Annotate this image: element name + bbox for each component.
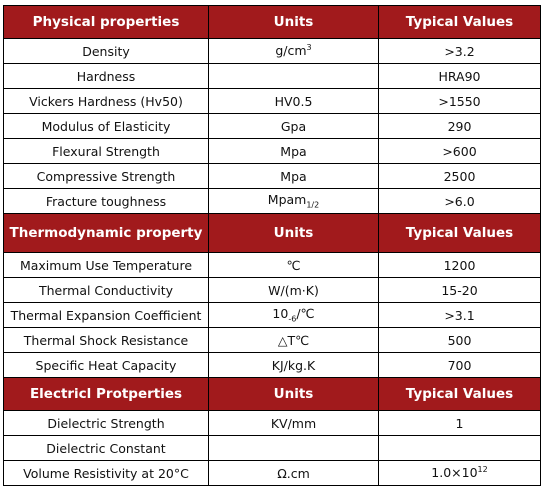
section-header-row: Physical properties Units Typical Values: [3, 5, 541, 39]
header-cell: Units: [208, 377, 379, 411]
cell: >600: [378, 138, 541, 164]
cell: KJ/kg.K: [208, 352, 379, 378]
data-row: Fracture toughness Mpam1/2 >6.0: [3, 188, 541, 214]
data-row: Thermal Shock Resistance △T℃ 500: [3, 327, 541, 353]
header-cell: Physical properties: [3, 5, 209, 39]
cell: 500: [378, 327, 541, 353]
cell: 700: [378, 352, 541, 378]
cell: Compressive Strength: [3, 163, 209, 189]
cell-sup: 3: [306, 43, 312, 53]
cell: >6.0: [378, 188, 541, 214]
cell: Gpa: [208, 113, 379, 139]
data-row: Density g/cm3 >3.2: [3, 38, 541, 64]
cell: ℃: [208, 252, 379, 278]
cell: Fracture toughness: [3, 188, 209, 214]
cell: HV0.5: [208, 88, 379, 114]
cell-base: 10: [272, 306, 289, 322]
data-row: Modulus of Elasticity Gpa 290: [3, 113, 541, 139]
cell: Vickers Hardness (Hv50): [3, 88, 209, 114]
cell: HRA90: [378, 63, 541, 89]
section-header-row: Thermodynamic property Units Typical Value…: [3, 213, 541, 253]
data-row: Thermal Conductivity W/(m·K) 15-20: [3, 277, 541, 303]
cell-sub: -6: [288, 314, 297, 324]
cell: W/(m·K): [208, 277, 379, 303]
cell: Hardness: [3, 63, 209, 89]
cell: Dielectric Constant: [3, 435, 209, 461]
header-cell: Typical Values: [378, 377, 541, 411]
data-row: Specific Heat Capacity KJ/kg.K 700: [3, 352, 541, 378]
header-cell: Units: [208, 213, 379, 253]
properties-table: Physical properties Units Typical Values De…: [3, 5, 541, 486]
data-row: Dielectric Constant: [3, 435, 541, 461]
data-row: Maximum Use Temperature ℃ 1200: [3, 252, 541, 278]
cell: Mpa: [208, 163, 379, 189]
cell: 1.0×1012: [378, 460, 541, 486]
cell: 290: [378, 113, 541, 139]
cell-base: Mpam: [267, 192, 307, 208]
cell: [208, 63, 379, 89]
cell-tail: /℃: [296, 306, 315, 322]
cell: Mpam1/2: [208, 188, 379, 214]
cell: g/cm3: [208, 38, 379, 64]
cell: 1200: [378, 252, 541, 278]
header-cell: Typical Values: [378, 5, 541, 39]
section-header-row: Electricl Protperties Units Typical Values: [3, 377, 541, 411]
cell: [378, 435, 541, 461]
data-row: Vickers Hardness (Hv50) HV0.5 >1550: [3, 88, 541, 114]
cell: KV/mm: [208, 410, 379, 436]
cell: 2500: [378, 163, 541, 189]
cell: [208, 435, 379, 461]
cell: Specific Heat Capacity: [3, 352, 209, 378]
cell: 10-6/℃: [208, 302, 379, 328]
cell-sub: 1/2: [306, 200, 320, 210]
cell: Volume Resistivity at 20°C: [3, 460, 209, 486]
cell: Thermal Conductivity: [3, 277, 209, 303]
cell-base: 1.0×10: [431, 465, 478, 481]
cell: 1: [378, 410, 541, 436]
data-row: Flexural Strength Mpa >600: [3, 138, 541, 164]
cell-base: g/cm: [275, 43, 307, 59]
cell: Mpa: [208, 138, 379, 164]
table-body: Physical properties Units Typical Values De…: [3, 5, 541, 486]
cell: Ω.cm: [208, 460, 379, 486]
data-row: Hardness HRA90: [3, 63, 541, 89]
data-row: Compressive Strength Mpa 2500: [3, 163, 541, 189]
cell: >3.1: [378, 302, 541, 328]
cell: Thermal Expansion Coefficient: [3, 302, 209, 328]
cell: Modulus of Elasticity: [3, 113, 209, 139]
data-row: Volume Resistivity at 20°C Ω.cm 1.0×1012: [3, 460, 541, 486]
header-cell: Thermodynamic property: [3, 213, 209, 253]
data-row: Dielectric Strength KV/mm 1: [3, 410, 541, 436]
cell: Flexural Strength: [3, 138, 209, 164]
cell: 15-20: [378, 277, 541, 303]
cell: Thermal Shock Resistance: [3, 327, 209, 353]
cell-sup: 12: [477, 465, 488, 475]
cell: Dielectric Strength: [3, 410, 209, 436]
cell: Density: [3, 38, 209, 64]
header-cell: Typical Values: [378, 213, 541, 253]
header-cell: Electricl Protperties: [3, 377, 209, 411]
cell: Maximum Use Temperature: [3, 252, 209, 278]
cell: >1550: [378, 88, 541, 114]
header-cell: Units: [208, 5, 379, 39]
data-row: Thermal Expansion Coefficient 10-6/℃ >3.1: [3, 302, 541, 328]
cell: >3.2: [378, 38, 541, 64]
cell: △T℃: [208, 327, 379, 353]
